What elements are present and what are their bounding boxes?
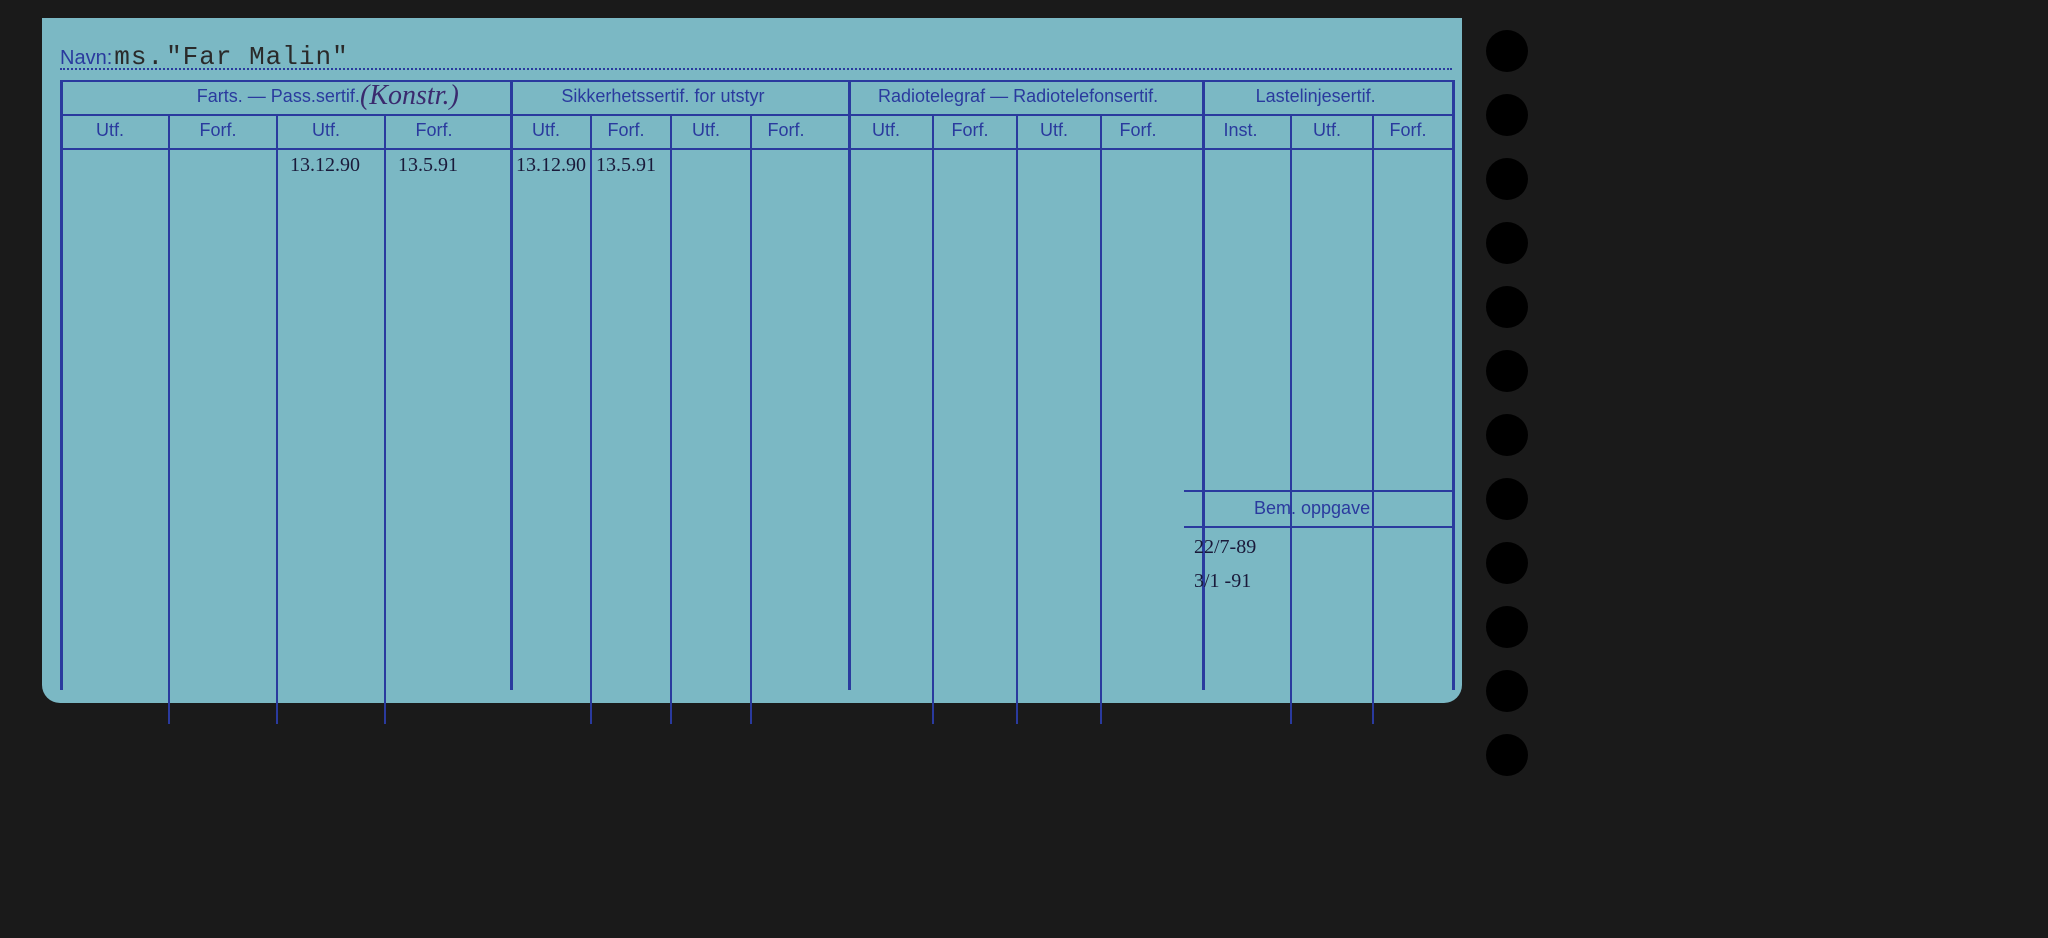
hw-sikk-utf1: 13.12.90 — [516, 154, 586, 177]
col-header-0-3: Forf. — [416, 120, 453, 141]
bem-entry-0: 22/7-89 — [1194, 536, 1256, 559]
col-header-0-1: Forf. — [200, 120, 237, 141]
punch-hole — [1486, 734, 1528, 776]
certificate-grid: Farts. — Pass.sertif. Sikkerhetssertif. f… — [60, 80, 1452, 690]
col-header-2-3: Forf. — [1120, 120, 1157, 141]
section-title-2: Radiotelegraf — Radiotelefonsertif. — [878, 86, 1158, 107]
punch-hole — [1486, 606, 1528, 648]
col-header-3-2: Forf. — [1390, 120, 1427, 141]
col-header-0-2: Utf. — [312, 120, 340, 141]
col-header-2-2: Utf. — [1040, 120, 1068, 141]
section-title-1: Sikkerhetssertif. for utstyr — [561, 86, 764, 107]
col-header-1-1: Forf. — [608, 120, 645, 141]
section-title-3: Lastelinjesertif. — [1256, 86, 1376, 107]
index-card: Navn: ms. "Far Malin" Farts. — Pass.sert… — [42, 18, 1462, 703]
col-header-2-1: Forf. — [952, 120, 989, 141]
punch-hole — [1486, 414, 1528, 456]
col-header-3-1: Utf. — [1313, 120, 1341, 141]
hw-sikk-forf1: 13.5.91 — [596, 154, 656, 177]
punch-hole — [1486, 94, 1528, 136]
punch-hole — [1486, 286, 1528, 328]
punch-hole — [1486, 222, 1528, 264]
punch-holes — [1486, 30, 1528, 776]
punch-hole — [1486, 478, 1528, 520]
pencil-note: (Konstr.) — [360, 80, 459, 112]
punch-hole — [1486, 542, 1528, 584]
col-header-1-3: Forf. — [768, 120, 805, 141]
hw-farts-forf2: 13.5.91 — [398, 154, 458, 177]
col-header-2-0: Utf. — [872, 120, 900, 141]
col-header-1-0: Utf. — [532, 120, 560, 141]
punch-hole — [1486, 158, 1528, 200]
col-header-3-0: Inst. — [1224, 120, 1258, 141]
punch-hole — [1486, 350, 1528, 392]
navn-underline — [60, 68, 1452, 70]
punch-hole — [1486, 670, 1528, 712]
navn-label: Navn: — [60, 47, 112, 70]
section-title-0: Farts. — Pass.sertif. — [197, 86, 360, 107]
col-header-1-2: Utf. — [692, 120, 720, 141]
bem-label: Bem. oppgave — [1254, 498, 1370, 519]
col-header-0-0: Utf. — [96, 120, 124, 141]
bem-entry-1: 3/1 -91 — [1194, 570, 1251, 593]
punch-hole — [1486, 30, 1528, 72]
hw-farts-utf2: 13.12.90 — [290, 154, 360, 177]
